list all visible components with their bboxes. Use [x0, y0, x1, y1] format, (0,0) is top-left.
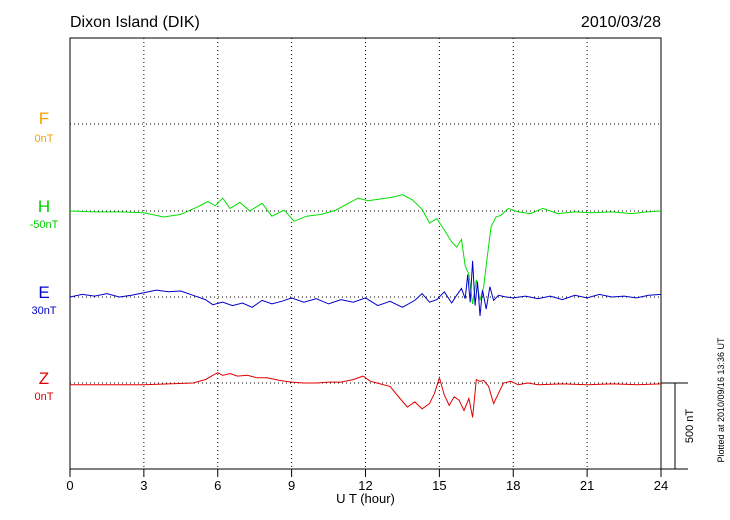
x-tick-label-21: 21 — [580, 478, 594, 493]
x-tick-label-18: 18 — [506, 478, 520, 493]
x-tick-label-3: 3 — [140, 478, 147, 493]
x-tick-label-6: 6 — [214, 478, 221, 493]
x-tick-label-12: 12 — [358, 478, 372, 493]
x-tick-label-0: 0 — [66, 478, 73, 493]
x-axis-label: U T (hour) — [336, 491, 395, 506]
series-baseline-E: 30nT — [31, 305, 56, 317]
scale-bar-label: 500 nT — [684, 409, 696, 444]
series-label-E: E — [38, 283, 49, 302]
x-tick-label-9: 9 — [288, 478, 295, 493]
series-baseline-H: -50nT — [30, 219, 59, 231]
series-label-Z: Z — [39, 369, 49, 388]
x-axis: 0 3 6 9 12 15 18 21 24 U T (hour) — [66, 469, 668, 506]
x-tick-label-15: 15 — [432, 478, 446, 493]
series-line-Z — [70, 372, 662, 418]
series-label-H: H — [38, 197, 50, 216]
scale-bar: 500 nT — [661, 382, 696, 470]
x-tick-label-24: 24 — [654, 478, 668, 493]
series-label-F: F — [39, 109, 49, 128]
plot-timestamp: Plotted at 2010/09/16 13:36 UT — [716, 337, 726, 463]
chart-title: Dixon Island (DIK) — [70, 14, 200, 31]
series-line-H — [69, 194, 662, 304]
chart-date: 2010/03/28 — [581, 14, 661, 31]
series-baseline-Z: 0nT — [35, 391, 54, 403]
grid — [70, 38, 661, 469]
series-baseline-F: 0nT — [35, 133, 54, 145]
series-line-E — [69, 260, 662, 316]
component-labels: F 0nT H -50nT E 30nT Z 0nT — [30, 109, 59, 403]
